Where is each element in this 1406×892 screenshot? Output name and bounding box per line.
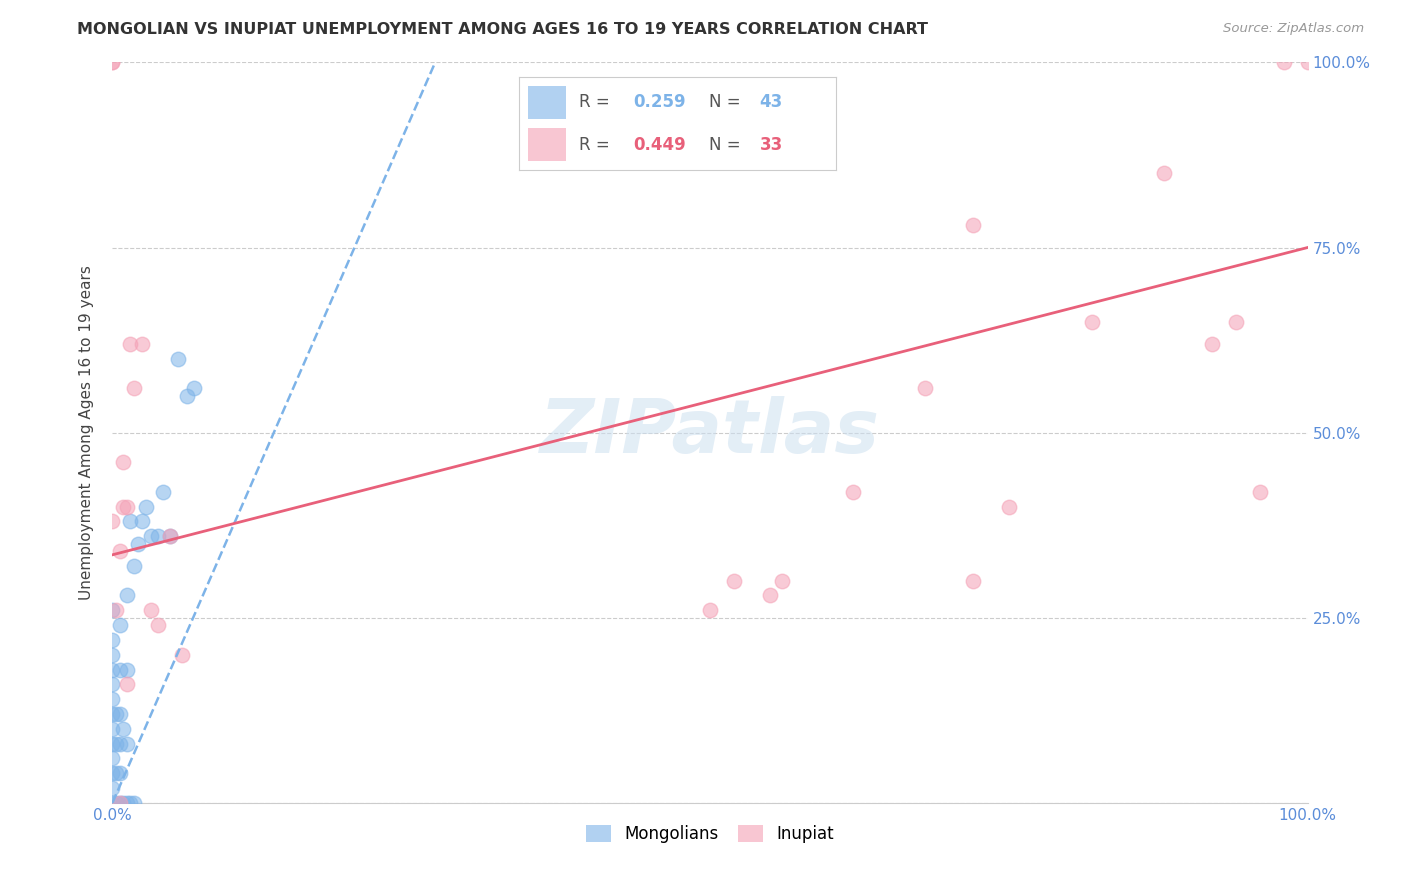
Point xyxy=(170,648,193,662)
Point xyxy=(1225,314,1247,328)
Point xyxy=(105,796,128,810)
Point xyxy=(914,381,936,395)
Point xyxy=(146,618,169,632)
Point xyxy=(101,603,124,617)
Point xyxy=(842,484,865,499)
Point xyxy=(176,388,198,402)
Point xyxy=(962,574,984,588)
Text: Source: ZipAtlas.com: Source: ZipAtlas.com xyxy=(1223,22,1364,36)
Point xyxy=(723,574,745,588)
Point xyxy=(159,529,181,543)
Point xyxy=(183,381,205,395)
Point xyxy=(101,648,124,662)
Point xyxy=(101,796,124,810)
Point xyxy=(112,796,135,810)
Point xyxy=(122,796,145,810)
Point xyxy=(108,544,131,558)
Point xyxy=(108,796,131,810)
Point xyxy=(759,589,782,603)
Point xyxy=(115,796,138,810)
Point xyxy=(101,515,124,529)
Point xyxy=(108,766,131,780)
Point xyxy=(1081,314,1104,328)
Point xyxy=(770,574,793,588)
Point xyxy=(101,677,124,691)
Point xyxy=(962,219,984,233)
Point xyxy=(167,351,190,366)
Point xyxy=(115,500,138,514)
Point xyxy=(108,737,131,751)
Point xyxy=(122,558,145,573)
Y-axis label: Unemployment Among Ages 16 to 19 years: Unemployment Among Ages 16 to 19 years xyxy=(79,265,94,600)
Point xyxy=(112,722,135,736)
Point xyxy=(101,706,124,721)
Point xyxy=(101,663,124,677)
Point xyxy=(101,751,124,765)
Point xyxy=(1272,55,1295,70)
Point xyxy=(1201,336,1223,351)
Point xyxy=(159,529,181,543)
Point xyxy=(135,500,157,514)
Point xyxy=(101,632,124,647)
Point xyxy=(699,603,721,617)
Point xyxy=(101,55,124,70)
Point xyxy=(105,603,128,617)
Point xyxy=(139,603,162,617)
Point xyxy=(152,484,174,499)
Point xyxy=(998,500,1021,514)
Point xyxy=(1153,166,1175,180)
Point xyxy=(105,766,128,780)
Point xyxy=(122,381,145,395)
Point xyxy=(115,589,138,603)
Point xyxy=(115,663,138,677)
Point xyxy=(101,55,124,70)
Point xyxy=(120,336,142,351)
Point xyxy=(108,663,131,677)
Point xyxy=(146,529,169,543)
Point xyxy=(101,692,124,706)
Point xyxy=(112,455,135,469)
Point xyxy=(120,515,142,529)
Point xyxy=(101,722,124,736)
Text: MONGOLIAN VS INUPIAT UNEMPLOYMENT AMONG AGES 16 TO 19 YEARS CORRELATION CHART: MONGOLIAN VS INUPIAT UNEMPLOYMENT AMONG … xyxy=(77,22,928,37)
Point xyxy=(101,780,124,795)
Point xyxy=(108,796,131,810)
Point xyxy=(115,677,138,691)
Point xyxy=(131,336,153,351)
Legend: Mongolians, Inupiat: Mongolians, Inupiat xyxy=(579,819,841,850)
Point xyxy=(101,737,124,751)
Point xyxy=(1296,55,1319,70)
Text: ZIPatlas: ZIPatlas xyxy=(540,396,880,469)
Point xyxy=(115,737,138,751)
Point xyxy=(139,529,162,543)
Point xyxy=(112,500,135,514)
Point xyxy=(127,536,149,550)
Point xyxy=(105,737,128,751)
Point xyxy=(105,706,128,721)
Point xyxy=(1249,484,1271,499)
Point xyxy=(120,796,142,810)
Point xyxy=(108,706,131,721)
Point xyxy=(131,515,153,529)
Point xyxy=(108,618,131,632)
Point xyxy=(101,766,124,780)
